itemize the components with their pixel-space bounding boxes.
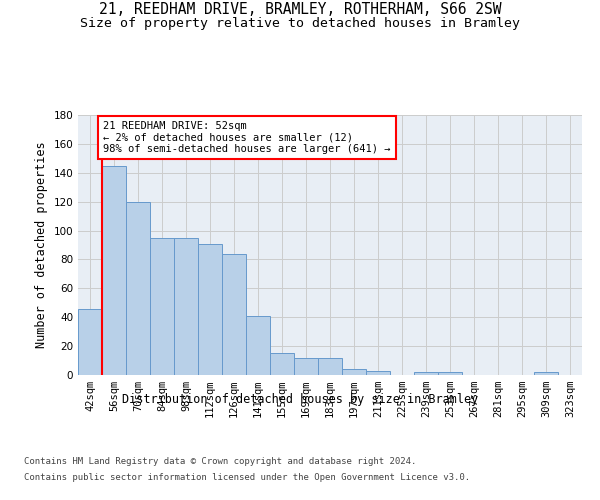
Bar: [534, 372, 558, 375]
Bar: [366, 370, 390, 375]
Text: Contains public sector information licensed under the Open Government Licence v3: Contains public sector information licen…: [24, 472, 470, 482]
Text: 21, REEDHAM DRIVE, BRAMLEY, ROTHERHAM, S66 2SW: 21, REEDHAM DRIVE, BRAMLEY, ROTHERHAM, S…: [99, 2, 501, 18]
Bar: [126, 202, 150, 375]
Text: 21 REEDHAM DRIVE: 52sqm
← 2% of detached houses are smaller (12)
98% of semi-det: 21 REEDHAM DRIVE: 52sqm ← 2% of detached…: [103, 121, 391, 154]
Text: Size of property relative to detached houses in Bramley: Size of property relative to detached ho…: [80, 18, 520, 30]
Bar: [78, 308, 102, 375]
Bar: [342, 369, 366, 375]
Bar: [318, 358, 342, 375]
Bar: [150, 238, 174, 375]
Bar: [102, 166, 126, 375]
Text: Contains HM Land Registry data © Crown copyright and database right 2024.: Contains HM Land Registry data © Crown c…: [24, 458, 416, 466]
Text: Distribution of detached houses by size in Bramley: Distribution of detached houses by size …: [122, 392, 478, 406]
Bar: [414, 372, 438, 375]
Bar: [438, 372, 462, 375]
Bar: [222, 254, 246, 375]
Bar: [270, 354, 294, 375]
Bar: [198, 244, 222, 375]
Bar: [294, 358, 318, 375]
Y-axis label: Number of detached properties: Number of detached properties: [35, 142, 48, 348]
Bar: [174, 238, 198, 375]
Bar: [246, 316, 270, 375]
